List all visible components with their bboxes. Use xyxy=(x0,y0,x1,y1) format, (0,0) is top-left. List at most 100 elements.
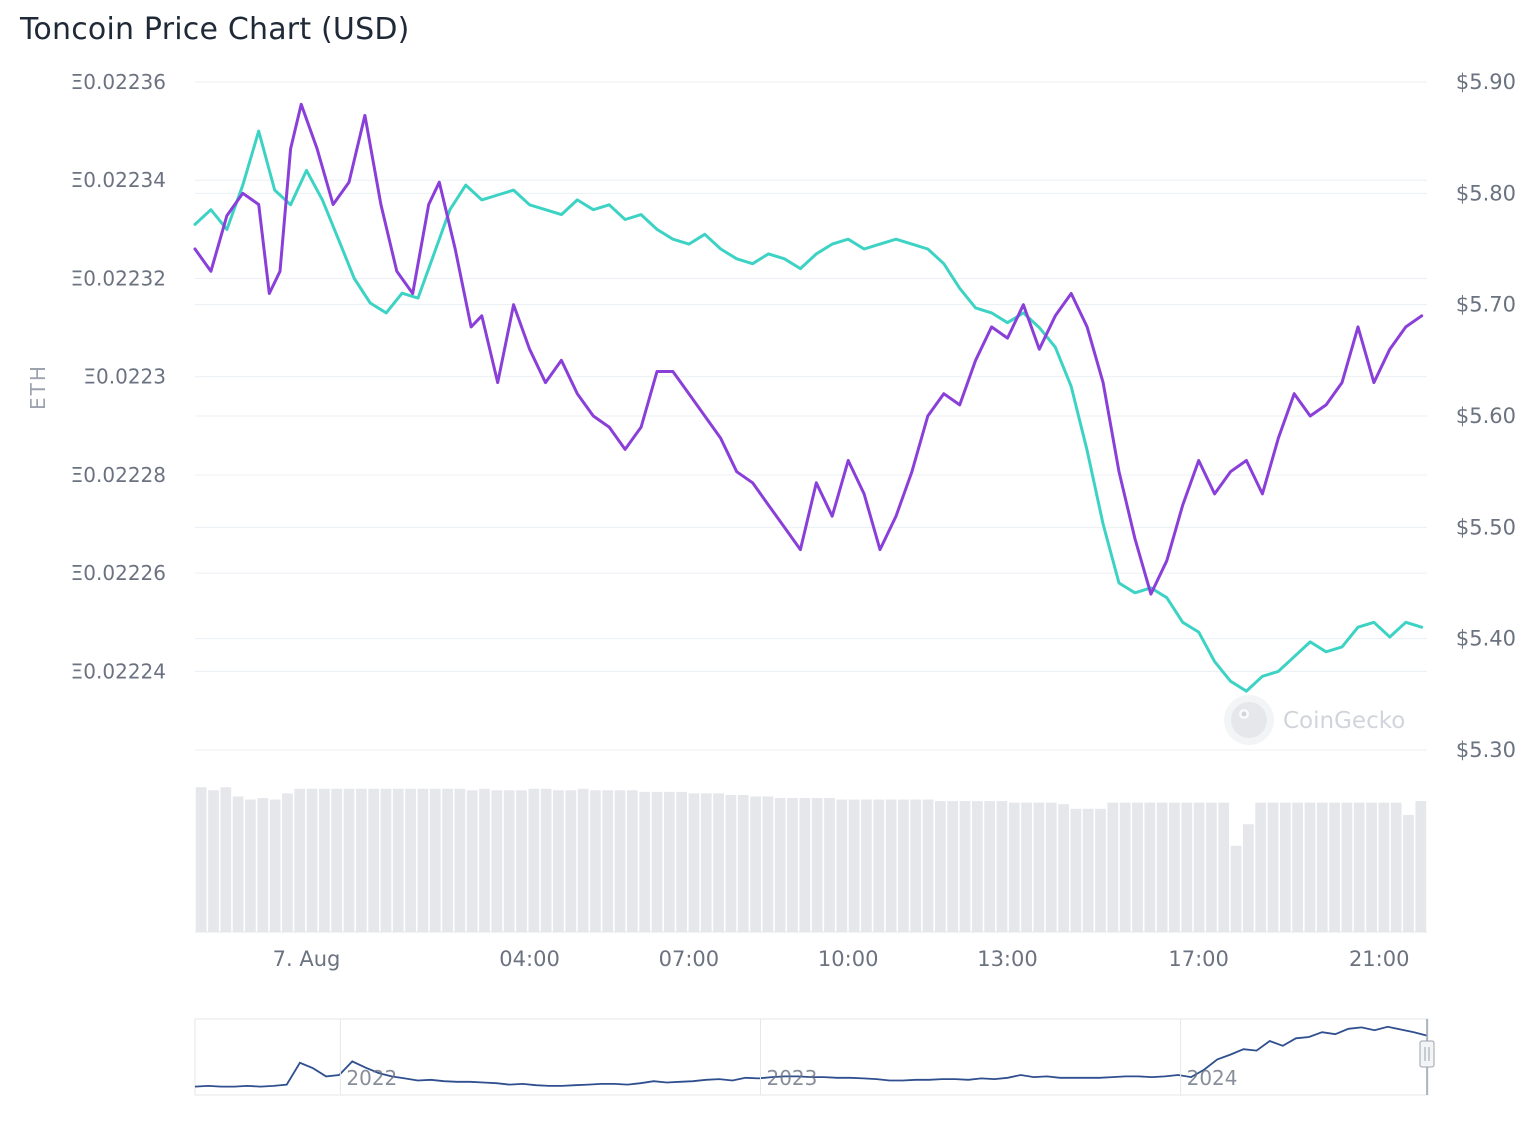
left-tick-label: Ξ0.02228 xyxy=(71,463,166,487)
x-tick-label: 07:00 xyxy=(659,947,720,971)
volume-bar xyxy=(368,788,379,932)
volume-bar xyxy=(898,799,909,932)
right-tick-label: $5.60 xyxy=(1456,404,1516,428)
coingecko-logo-icon xyxy=(1224,695,1274,745)
volume-bar xyxy=(873,799,885,932)
volume-bar xyxy=(799,798,811,932)
x-tick-label: 7. Aug xyxy=(273,947,341,971)
volume-bar xyxy=(294,788,306,932)
navigator-year-label: 2023 xyxy=(766,1066,817,1090)
volume-bar xyxy=(959,801,971,932)
volume-bar xyxy=(1144,802,1156,932)
volume-bar xyxy=(577,788,589,932)
volume-bars xyxy=(195,787,1427,933)
volume-bar xyxy=(627,790,638,932)
volume-bar xyxy=(195,787,207,932)
volume-bar xyxy=(380,788,392,932)
volume-bar xyxy=(1218,802,1230,932)
volume-bar xyxy=(824,798,835,932)
navigator-line xyxy=(194,1025,1428,1088)
volume-bar xyxy=(1206,802,1217,932)
left-tick-label: Ξ0.02224 xyxy=(71,659,166,683)
volume-bar xyxy=(1341,802,1353,932)
volume-bar xyxy=(331,788,343,932)
price-lines xyxy=(193,102,1424,693)
volume-bar xyxy=(947,801,959,932)
volume-bar xyxy=(1403,814,1414,932)
volume-bar xyxy=(762,796,774,932)
volume-bar xyxy=(417,788,429,932)
volume-bar xyxy=(614,790,626,932)
right-tick-label: $5.90 xyxy=(1456,70,1516,94)
volume-bar xyxy=(1193,802,1205,932)
volume-bar xyxy=(651,791,663,932)
volume-bar xyxy=(787,798,798,932)
right-tick-label: $5.40 xyxy=(1456,627,1516,651)
volume-bar xyxy=(713,793,724,932)
left-tick-label: Ξ0.02232 xyxy=(71,266,166,290)
volume-bar xyxy=(1181,802,1193,932)
left-axis-label: ETH xyxy=(26,364,50,410)
volume-bar xyxy=(491,790,503,932)
volume-bar xyxy=(553,790,564,932)
coingecko-watermark: CoinGecko xyxy=(1224,695,1405,745)
volume-bar xyxy=(996,801,1008,932)
volume-bar xyxy=(1095,808,1106,932)
volume-bar xyxy=(700,793,712,932)
x-tick-label: 13:00 xyxy=(977,947,1038,971)
right-tick-label: $5.80 xyxy=(1456,181,1516,205)
x-tick-label: 10:00 xyxy=(818,947,879,971)
volume-bar xyxy=(811,798,823,932)
volume-bar xyxy=(1033,802,1045,932)
volume-bar xyxy=(306,788,318,932)
left-axis: Ξ0.02236 Ξ0.02234 Ξ0.02232 Ξ0.0223 Ξ0.02228 Ξ… xyxy=(71,70,166,683)
volume-bar xyxy=(282,793,293,932)
volume-bar xyxy=(861,799,872,932)
volume-bar xyxy=(1107,802,1119,932)
volume-bar xyxy=(1390,802,1402,932)
volume-bar xyxy=(1304,802,1316,932)
navigator-series xyxy=(194,1025,1428,1088)
volume-bar xyxy=(1366,802,1377,932)
navigator-year-label: 2024 xyxy=(1187,1066,1238,1090)
volume-bar xyxy=(232,796,244,932)
right-tick-label: $5.70 xyxy=(1456,293,1516,317)
x-tick-label: 17:00 xyxy=(1168,947,1229,971)
volume-bar xyxy=(725,794,737,932)
volume-bar xyxy=(688,793,700,932)
volume-bar xyxy=(1132,802,1143,932)
volume-bar xyxy=(442,788,453,932)
eth-price-line xyxy=(193,129,1424,693)
volume-bar xyxy=(1082,808,1094,932)
volume-bar xyxy=(540,788,552,932)
volume-bar xyxy=(885,799,897,932)
volume-bar xyxy=(1021,802,1032,932)
volume-bar xyxy=(774,798,786,932)
grid-lines xyxy=(195,81,1427,751)
right-tick-label: $5.50 xyxy=(1456,515,1516,539)
volume-bar xyxy=(405,788,416,932)
volume-bar xyxy=(1378,802,1390,932)
volume-bar xyxy=(220,787,232,932)
volume-bar xyxy=(836,799,848,932)
volume-bar xyxy=(971,801,983,932)
volume-bar xyxy=(602,790,614,932)
navigator-year-label: 2022 xyxy=(346,1066,397,1090)
volume-bar xyxy=(208,790,219,932)
watermark-text: CoinGecko xyxy=(1283,708,1405,734)
volume-bar xyxy=(1255,802,1267,932)
range-navigator[interactable]: 2022 2023 2024 xyxy=(194,1018,1435,1096)
volume-bar xyxy=(1292,802,1303,932)
left-tick-label: Ξ0.02226 xyxy=(71,561,166,585)
volume-bar xyxy=(343,788,355,932)
volume-bar xyxy=(910,799,922,932)
volume-bar xyxy=(1119,802,1131,932)
right-axis: $5.90 $5.80 $5.70 $5.60 $5.50 $5.40 $5.30 xyxy=(1456,70,1516,762)
volume-bar xyxy=(935,801,946,932)
volume-bar xyxy=(565,790,577,932)
volume-bar xyxy=(479,788,490,932)
volume-bar xyxy=(1279,802,1291,932)
volume-bar xyxy=(1058,804,1069,932)
volume-bar xyxy=(319,788,330,932)
navigator-handle[interactable] xyxy=(1419,1019,1435,1095)
